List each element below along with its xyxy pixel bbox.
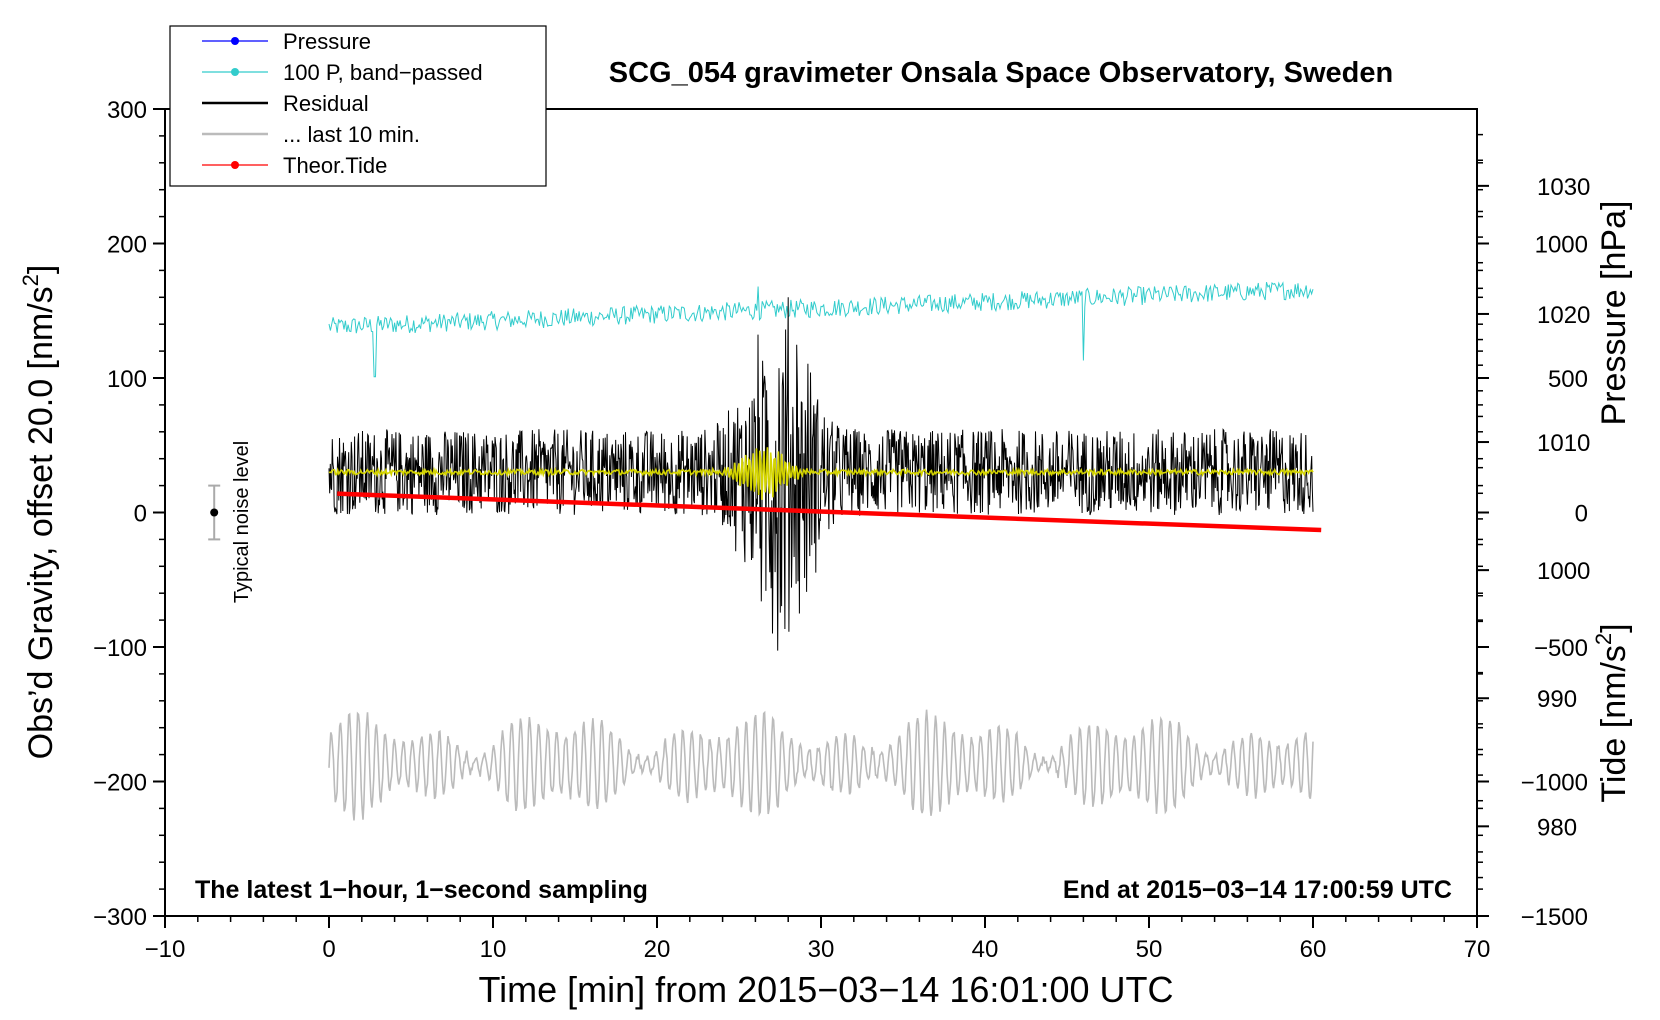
last-10-min-line [328, 709, 1314, 821]
x-tick-label: −10 [145, 936, 186, 963]
noise-point [210, 508, 219, 517]
legend-label-3: ... last 10 min. [283, 122, 420, 147]
residual-smoothed-line [328, 447, 1314, 500]
tide-tick-label: 0 [1575, 501, 1588, 528]
legend-label-4: Theor.Tide [283, 153, 387, 178]
legend-marker-4 [231, 161, 239, 169]
legend-label-1: 100 P, band−passed [283, 60, 483, 85]
tide-tick-label: −1000 [1521, 770, 1588, 797]
y-tick-label: 0 [134, 501, 147, 528]
tide-tick-label: −500 [1534, 635, 1588, 662]
noise-level-marker [208, 484, 221, 541]
noise-level-label: Typical noise level [231, 441, 253, 603]
pressure-axis-label: Pressure [hPa] [1595, 201, 1633, 426]
y-tick-label: 200 [107, 232, 147, 259]
y-tick-label: 300 [107, 97, 147, 124]
x-tick-label: 10 [480, 936, 507, 963]
tide-axis-label: Tide [nm/s2] [1591, 623, 1633, 802]
x-tick-label: 70 [1464, 936, 1491, 963]
pressure-tick-label: 1030 [1537, 174, 1590, 201]
y-tick-label: 100 [107, 366, 147, 393]
pressure-tick-label: 980 [1537, 814, 1577, 841]
theoretical-tide-line [337, 491, 1322, 533]
x-tick-label: 30 [808, 936, 835, 963]
x-tick-label: 0 [322, 936, 335, 963]
tide-tick-label: 1000 [1535, 232, 1588, 259]
x-tick-label: 40 [972, 936, 999, 963]
axis-ticks: −10 0 10 20 30 40 50 60 703002001000−100−200−300… [93, 97, 1590, 963]
pressure-tick-label: 1010 [1537, 430, 1590, 457]
end-time-note: End at 2015−03−14 17:00:59 UTC [1063, 876, 1452, 904]
legend-label-2: Residual [283, 91, 369, 116]
legend-box [169, 25, 547, 187]
x-tick-label: 60 [1300, 936, 1327, 963]
tide-tick-label: 500 [1548, 366, 1588, 393]
y-tick-label: −200 [93, 770, 147, 797]
tide-tick-label: −1500 [1521, 904, 1588, 931]
legend-marker-0 [231, 37, 239, 45]
y-tick-label: −300 [93, 904, 147, 931]
series-layer [328, 281, 1322, 821]
y-axis-label: Obs’d Gravity, offset 20.0 [nm/s2] [18, 265, 60, 760]
legend: Pressure 100 P, band−passed Residual ... la… [169, 25, 547, 187]
x-tick-label: 20 [644, 936, 671, 963]
pressure-bandpassed-line [328, 281, 1314, 378]
pressure-tick-label: 990 [1537, 686, 1577, 713]
legend-marker-1 [231, 68, 239, 76]
chart-title: SCG_054 gravimeter Onsala Space Observat… [609, 57, 1393, 89]
x-tick-label: 50 [1136, 936, 1163, 963]
legend-label-0: Pressure [283, 29, 371, 54]
y-tick-label: −100 [93, 635, 147, 662]
sampling-note: The latest 1−hour, 1−second sampling [195, 876, 648, 904]
pressure-tick-label: 1020 [1537, 302, 1590, 329]
x-axis-label: Time [min] from 2015−03−14 16:01:00 UTC [478, 969, 1173, 1010]
residual-line [328, 297, 1314, 651]
pressure-tick-label: 1000 [1537, 558, 1590, 585]
